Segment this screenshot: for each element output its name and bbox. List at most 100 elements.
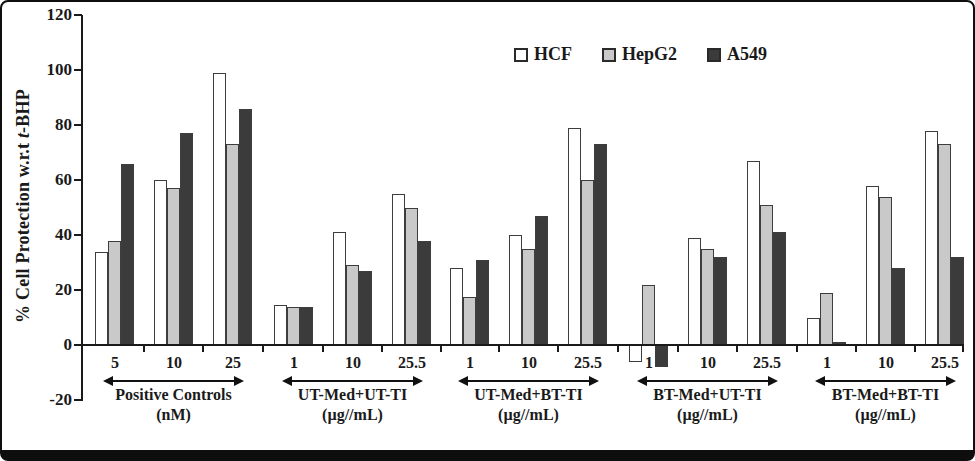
group-unit-label: (nM) xyxy=(84,406,264,424)
bar-hepg2 xyxy=(522,249,535,345)
legend: HCF HepG2 A549 xyxy=(514,44,767,65)
concentration-label: 25.5 xyxy=(563,354,613,372)
x-axis-tick xyxy=(796,346,798,352)
bar-hcf xyxy=(568,128,581,345)
y-axis-tick xyxy=(74,234,82,236)
x-axis-tick xyxy=(202,346,204,352)
group-range-arrow xyxy=(284,380,421,382)
y-tick-label: 20 xyxy=(26,281,72,299)
legend-label-hepg2: HepG2 xyxy=(622,44,677,65)
concentration-label: 10 xyxy=(683,354,733,372)
bar-a549 xyxy=(359,271,372,345)
y-tick-label: 120 xyxy=(26,6,72,24)
group-label: UT-Med+UT-TI xyxy=(263,386,443,404)
bar-hepg2 xyxy=(760,205,773,345)
bar-hepg2 xyxy=(405,208,418,346)
y-tick-label: 40 xyxy=(26,226,72,244)
bar-a549 xyxy=(773,232,786,345)
bar-hcf xyxy=(450,268,463,345)
group-range-arrow xyxy=(639,380,776,382)
bar-hcf xyxy=(213,73,226,345)
x-axis-line xyxy=(81,344,964,346)
group-label: Positive Controls xyxy=(84,386,264,404)
x-axis-tick xyxy=(677,346,679,352)
x-axis-tick xyxy=(914,346,916,352)
concentration-label: 25.5 xyxy=(920,354,970,372)
legend-item-a549: A549 xyxy=(707,44,767,65)
bar-a549 xyxy=(951,257,964,345)
group-label: BT-Med+BT-TI xyxy=(796,386,975,404)
bar-hcf xyxy=(629,345,642,362)
bar-hepg2 xyxy=(820,293,833,345)
y-axis-tick xyxy=(74,289,82,291)
x-axis-tick xyxy=(143,346,145,352)
bar-hepg2 xyxy=(226,144,239,345)
bar-hepg2 xyxy=(346,265,359,345)
bar-a549 xyxy=(121,164,134,346)
bar-hepg2 xyxy=(108,241,121,346)
x-axis-tick xyxy=(617,346,619,352)
y-tick-label: 0 xyxy=(26,336,72,354)
concentration-label: 25 xyxy=(208,354,258,372)
bar-hepg2 xyxy=(287,307,300,346)
group-unit-label: (µg//mL) xyxy=(439,406,619,424)
bar-hcf xyxy=(154,180,167,345)
y-tick-label: 80 xyxy=(26,116,72,134)
group-range-arrow xyxy=(817,380,954,382)
bar-a549 xyxy=(476,260,489,345)
bar-a549 xyxy=(535,216,548,345)
x-axis-tick xyxy=(498,346,500,352)
x-axis-tick xyxy=(322,346,324,352)
bar-hepg2 xyxy=(167,188,180,345)
bar-hcf xyxy=(509,235,522,345)
concentration-label: 10 xyxy=(149,354,199,372)
bar-a549 xyxy=(418,241,431,346)
group-label: UT-Med+BT-TI xyxy=(439,386,619,404)
concentration-label: 1 xyxy=(445,354,495,372)
concentration-label: 5 xyxy=(90,354,140,372)
bar-hepg2 xyxy=(879,197,892,346)
bar-hepg2 xyxy=(642,285,655,346)
concentration-label: 1 xyxy=(269,354,319,372)
bar-hcf xyxy=(274,305,287,345)
x-axis-tick xyxy=(855,346,857,352)
bar-hepg2 xyxy=(938,144,951,345)
bar-a549 xyxy=(594,144,607,345)
legend-swatch-a549 xyxy=(707,48,721,62)
bar-hcf xyxy=(925,131,938,346)
bar-hepg2 xyxy=(463,297,476,345)
group-label: BT-Med+UT-TI xyxy=(618,386,798,404)
figure-frame: % Cell Protection w.r.t t-BHP HCFHepG2A5… xyxy=(0,0,975,461)
bar-hcf xyxy=(807,318,820,346)
bar-hepg2 xyxy=(581,180,594,345)
bar-hcf xyxy=(747,161,760,345)
y-axis-tick xyxy=(74,124,82,126)
y-axis-tick xyxy=(74,14,82,16)
group-range-arrow xyxy=(460,380,597,382)
x-axis-tick xyxy=(381,346,383,352)
bar-hcf xyxy=(392,194,405,345)
bar-hepg2 xyxy=(701,249,714,345)
bar-a549 xyxy=(239,109,252,346)
bar-a549 xyxy=(714,257,727,345)
concentration-label: 1 xyxy=(802,354,852,372)
y-axis-tick xyxy=(74,399,82,401)
bar-a549 xyxy=(300,307,313,346)
group-unit-label: (µg//mL) xyxy=(796,406,975,424)
concentration-label: 25.5 xyxy=(742,354,792,372)
bar-hcf xyxy=(333,232,346,345)
legend-swatch-hepg2 xyxy=(602,48,616,62)
bar-hcf xyxy=(866,186,879,346)
concentration-label: 10 xyxy=(328,354,378,372)
y-axis-tick xyxy=(74,179,82,181)
legend-label-a549: A549 xyxy=(727,44,767,65)
legend-label-hcf: HCF xyxy=(534,44,572,65)
bar-hcf xyxy=(95,252,108,346)
group-unit-label: (µg//mL) xyxy=(618,406,798,424)
concentration-label: 25.5 xyxy=(387,354,437,372)
group-range-arrow xyxy=(105,380,242,382)
legend-item-hcf: HCF xyxy=(514,44,572,65)
bar-a549 xyxy=(180,133,193,345)
y-tick-label: 100 xyxy=(26,61,72,79)
y-tick-label: 60 xyxy=(26,171,72,189)
